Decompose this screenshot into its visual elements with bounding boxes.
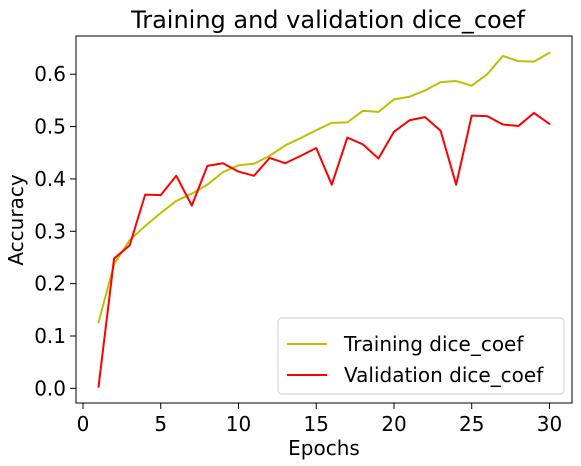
- y-tick-label: 0.0: [34, 376, 66, 400]
- chart-title: Training and validation dice_coef: [130, 6, 525, 34]
- x-tick-label: 30: [537, 412, 562, 436]
- y-tick-label: 0.1: [34, 324, 66, 348]
- x-tick-label: 10: [226, 412, 251, 436]
- y-tick-label: 0.3: [34, 219, 66, 243]
- x-axis-ticks: 0 5 10 15 20 25 30: [77, 403, 562, 436]
- x-tick-label: 0: [77, 412, 90, 436]
- y-tick-label: 0.4: [34, 167, 66, 191]
- x-tick-label: 15: [303, 412, 328, 436]
- legend-box: [277, 317, 565, 395]
- y-axis-ticks: 0.0 0.1 0.2 0.3 0.4 0.5 0.6: [34, 62, 76, 400]
- series-line-training: [97, 51, 551, 324]
- x-axis-label: Epochs: [288, 436, 360, 460]
- series-line-validation: [97, 111, 551, 388]
- y-tick-label: 0.2: [34, 272, 66, 296]
- y-axis-label: Accuracy: [4, 174, 28, 265]
- legend-entry-label: Validation dice_coef: [344, 363, 544, 387]
- x-tick-label: 20: [381, 412, 406, 436]
- legend: Training dice_coef Validation dice_coef: [277, 317, 565, 395]
- x-tick-label: 5: [154, 412, 167, 436]
- y-tick-label: 0.6: [34, 62, 66, 86]
- series-layer: [97, 51, 551, 388]
- y-tick-label: 0.5: [34, 115, 66, 139]
- legend-entry-label: Training dice_coef: [343, 332, 524, 356]
- x-tick-label: 25: [459, 412, 484, 436]
- plot-frame: [75, 35, 573, 404]
